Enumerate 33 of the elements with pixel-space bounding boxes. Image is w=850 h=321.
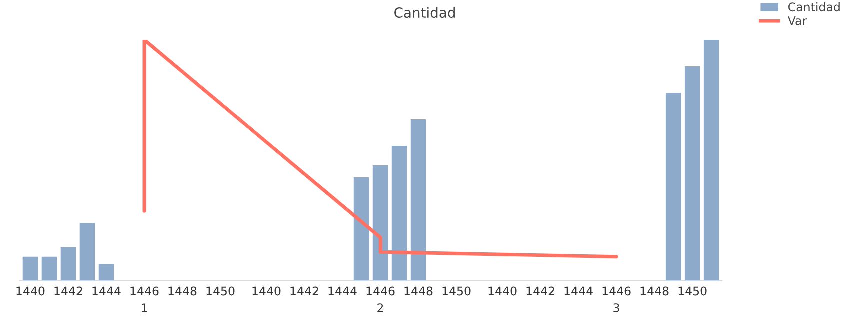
bar <box>666 93 682 281</box>
chart-title: Cantidad <box>394 7 455 18</box>
x-tick-label: 1440 <box>488 286 517 296</box>
x-tick-label: 1442 <box>526 286 554 296</box>
bar <box>372 165 388 281</box>
x-tick-label: 1442 <box>54 286 82 296</box>
bar <box>80 223 96 281</box>
x-tick-label: 1450 <box>442 286 471 296</box>
x-tick-label: 1444 <box>564 286 593 296</box>
x-tick-label: 1448 <box>168 286 197 296</box>
legend-label: Var <box>788 16 808 26</box>
x-tick-label: 1448 <box>404 286 433 296</box>
legend-label: Cantidad <box>788 2 840 12</box>
x-tick-label: 1446 1 <box>130 286 159 312</box>
bar <box>98 264 114 281</box>
x-tick-label: 1446 3 <box>602 286 631 312</box>
x-tick-label: 1440 <box>16 286 45 296</box>
x-tick-label: 1448 <box>640 286 669 296</box>
x-tick-label: 1440 <box>252 286 281 296</box>
x-tick-label: 1442 <box>290 286 318 296</box>
bar <box>354 177 370 281</box>
bar <box>42 256 58 281</box>
x-tick-label: 1450 <box>678 286 707 296</box>
x-tick-label: 1446 2 <box>366 286 395 312</box>
x-tick-label: 1444 <box>328 286 357 296</box>
bar <box>60 247 76 281</box>
x-tick-label: 1444 <box>92 286 121 296</box>
bar <box>392 146 408 281</box>
bar <box>410 120 426 281</box>
bar <box>704 40 720 281</box>
bar <box>684 66 700 281</box>
bar <box>22 256 38 281</box>
x-tick-label: 1450 <box>206 286 235 296</box>
